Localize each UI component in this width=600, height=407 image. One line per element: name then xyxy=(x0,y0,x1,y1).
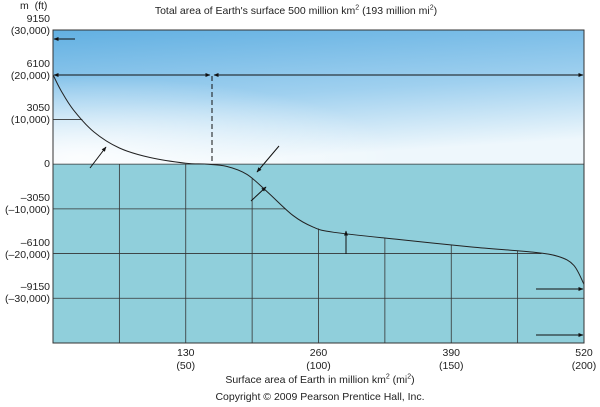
title-end: ) xyxy=(433,5,438,17)
annotation-arrows xyxy=(53,37,584,337)
arrow-slope xyxy=(250,186,267,202)
y-tick-m: 9150 xyxy=(26,13,50,25)
y-tick-ft: (30,000) xyxy=(10,25,50,37)
title-sup: 2 xyxy=(355,4,360,12)
y-tick-m: 3050 xyxy=(26,102,50,115)
xlabel-text: Surface area of Earth in million km xyxy=(225,374,386,386)
x-tick-km: 520 xyxy=(575,347,593,359)
x-tick-km: 130 xyxy=(176,347,195,359)
xlabel-rest: (mi xyxy=(389,374,408,386)
x-axis-label: Surface area of Earth in million km2 (mi… xyxy=(150,373,490,387)
y-tick-ft: (10,000) xyxy=(10,114,50,127)
title-text: Total area of Earth's surface 500 millio… xyxy=(154,5,356,17)
y-tick-ft: (20,000) xyxy=(10,69,50,82)
x-tick-mi: (50) xyxy=(176,360,196,372)
title-rest: (193 million mi xyxy=(359,5,430,17)
y-tick-m: –9150 xyxy=(20,281,50,294)
y-tick-m: 6100 xyxy=(26,57,50,70)
y-tick-m: 0 xyxy=(44,158,50,171)
y-tick-ft: (–10,000) xyxy=(5,203,50,216)
chart-title: Total area of Earth's surface 500 millio… xyxy=(86,4,506,18)
xlabel-sup: 2 xyxy=(385,373,390,381)
x-tick-mi: (100) xyxy=(306,360,331,372)
title-sup2: 2 xyxy=(429,4,434,12)
copyright: Copyright © 2009 Pearson Prentice Hall, … xyxy=(215,391,425,403)
y-tick-m: –6100 xyxy=(20,236,50,249)
hypsographic-curve xyxy=(52,74,585,285)
xlabel-end: ) xyxy=(411,374,415,386)
plot-frame xyxy=(52,29,585,344)
x-tick-km: 260 xyxy=(309,347,328,359)
y-tick-ft: (–20,000) xyxy=(5,248,50,261)
y-tick-ft: (–30,000) xyxy=(5,293,50,306)
xlabel-sup2: 2 xyxy=(407,373,412,381)
y-axis-label: m (ft) xyxy=(20,0,48,12)
y-tick-m: –3050 xyxy=(20,191,50,204)
grid xyxy=(53,119,584,343)
x-tick-km: 390 xyxy=(442,347,461,359)
arrow-continents xyxy=(89,146,107,169)
x-tick-mi: (150) xyxy=(438,360,464,372)
sky-glow xyxy=(53,30,584,164)
arrow-shelf-break xyxy=(256,145,280,173)
x-tick-mi: (200) xyxy=(571,360,597,372)
